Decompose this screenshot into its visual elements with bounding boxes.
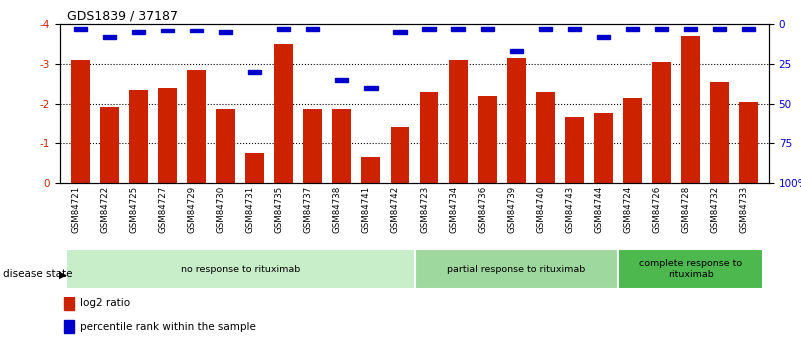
Bar — [422, 27, 436, 31]
Text: GDS1839 / 37187: GDS1839 / 37187 — [67, 10, 178, 23]
Text: GSM84742: GSM84742 — [391, 186, 400, 233]
Bar — [216, 109, 235, 183]
Text: percentile rank within the sample: percentile rank within the sample — [80, 322, 256, 332]
Text: GSM84743: GSM84743 — [566, 186, 574, 233]
Text: GSM84732: GSM84732 — [710, 186, 719, 233]
Bar — [304, 109, 322, 183]
Text: GSM84741: GSM84741 — [362, 186, 371, 233]
Bar — [158, 88, 177, 183]
Bar — [274, 44, 293, 183]
Bar — [64, 320, 74, 333]
Text: GSM84726: GSM84726 — [653, 186, 662, 233]
Text: GSM84740: GSM84740 — [536, 186, 545, 233]
Bar — [626, 27, 639, 31]
Text: complete response to
rituximab: complete response to rituximab — [639, 259, 742, 279]
Text: no response to rituximab: no response to rituximab — [180, 265, 300, 274]
Text: GSM84731: GSM84731 — [246, 186, 255, 233]
Bar — [391, 127, 409, 183]
Text: GSM84727: GSM84727 — [159, 186, 167, 233]
Text: GSM84729: GSM84729 — [187, 186, 196, 233]
FancyBboxPatch shape — [66, 249, 415, 289]
FancyBboxPatch shape — [618, 249, 763, 289]
Bar — [597, 35, 610, 39]
Text: GSM84739: GSM84739 — [507, 186, 516, 233]
Bar — [681, 36, 700, 183]
Bar — [277, 27, 291, 31]
Bar — [332, 109, 352, 183]
Bar — [710, 82, 729, 183]
Text: GSM84738: GSM84738 — [333, 186, 342, 233]
Bar — [187, 70, 206, 183]
Text: GSM84734: GSM84734 — [449, 186, 458, 233]
Bar — [420, 92, 438, 183]
Bar — [306, 27, 320, 31]
Bar — [481, 27, 493, 31]
Text: GSM84736: GSM84736 — [478, 186, 487, 233]
Text: partial response to rituximab: partial response to rituximab — [447, 265, 586, 274]
Bar — [449, 60, 468, 183]
Bar — [393, 30, 407, 34]
Bar — [245, 153, 264, 183]
Bar — [477, 96, 497, 183]
Bar — [219, 30, 232, 34]
Text: log2 ratio: log2 ratio — [80, 298, 131, 308]
Bar — [684, 27, 697, 31]
Bar — [64, 297, 74, 310]
Text: GSM84723: GSM84723 — [420, 186, 429, 233]
Text: ▶: ▶ — [58, 269, 66, 279]
Bar — [248, 70, 261, 74]
Bar — [161, 29, 174, 32]
Text: GSM84737: GSM84737 — [304, 186, 313, 233]
Bar — [74, 27, 87, 31]
Text: GSM84735: GSM84735 — [275, 186, 284, 233]
Bar — [336, 78, 348, 82]
Text: GSM84724: GSM84724 — [623, 186, 633, 233]
Bar — [452, 27, 465, 31]
FancyBboxPatch shape — [415, 249, 618, 289]
Text: GSM84733: GSM84733 — [739, 186, 749, 233]
Bar — [713, 27, 727, 31]
Text: GSM84722: GSM84722 — [100, 186, 110, 233]
Bar — [132, 30, 145, 34]
Bar — [509, 49, 523, 53]
Bar — [568, 27, 581, 31]
Bar — [565, 117, 584, 183]
Bar — [100, 108, 119, 183]
Bar — [594, 114, 613, 183]
Text: GSM84721: GSM84721 — [71, 186, 80, 233]
Text: GSM84728: GSM84728 — [682, 186, 690, 233]
Text: disease state: disease state — [3, 269, 73, 279]
Bar — [71, 60, 90, 183]
Text: GSM84730: GSM84730 — [217, 186, 226, 233]
Bar — [361, 157, 380, 183]
Bar — [538, 27, 552, 31]
Bar — [739, 101, 758, 183]
Bar — [742, 27, 755, 31]
Bar — [623, 98, 642, 183]
Text: GSM84744: GSM84744 — [594, 186, 603, 233]
Bar — [655, 27, 668, 31]
Bar — [103, 35, 116, 39]
Bar — [652, 62, 671, 183]
Bar — [507, 58, 525, 183]
Text: GSM84725: GSM84725 — [130, 186, 139, 233]
Bar — [190, 29, 203, 32]
Bar — [536, 92, 555, 183]
Bar — [364, 86, 377, 90]
Bar — [129, 90, 148, 183]
